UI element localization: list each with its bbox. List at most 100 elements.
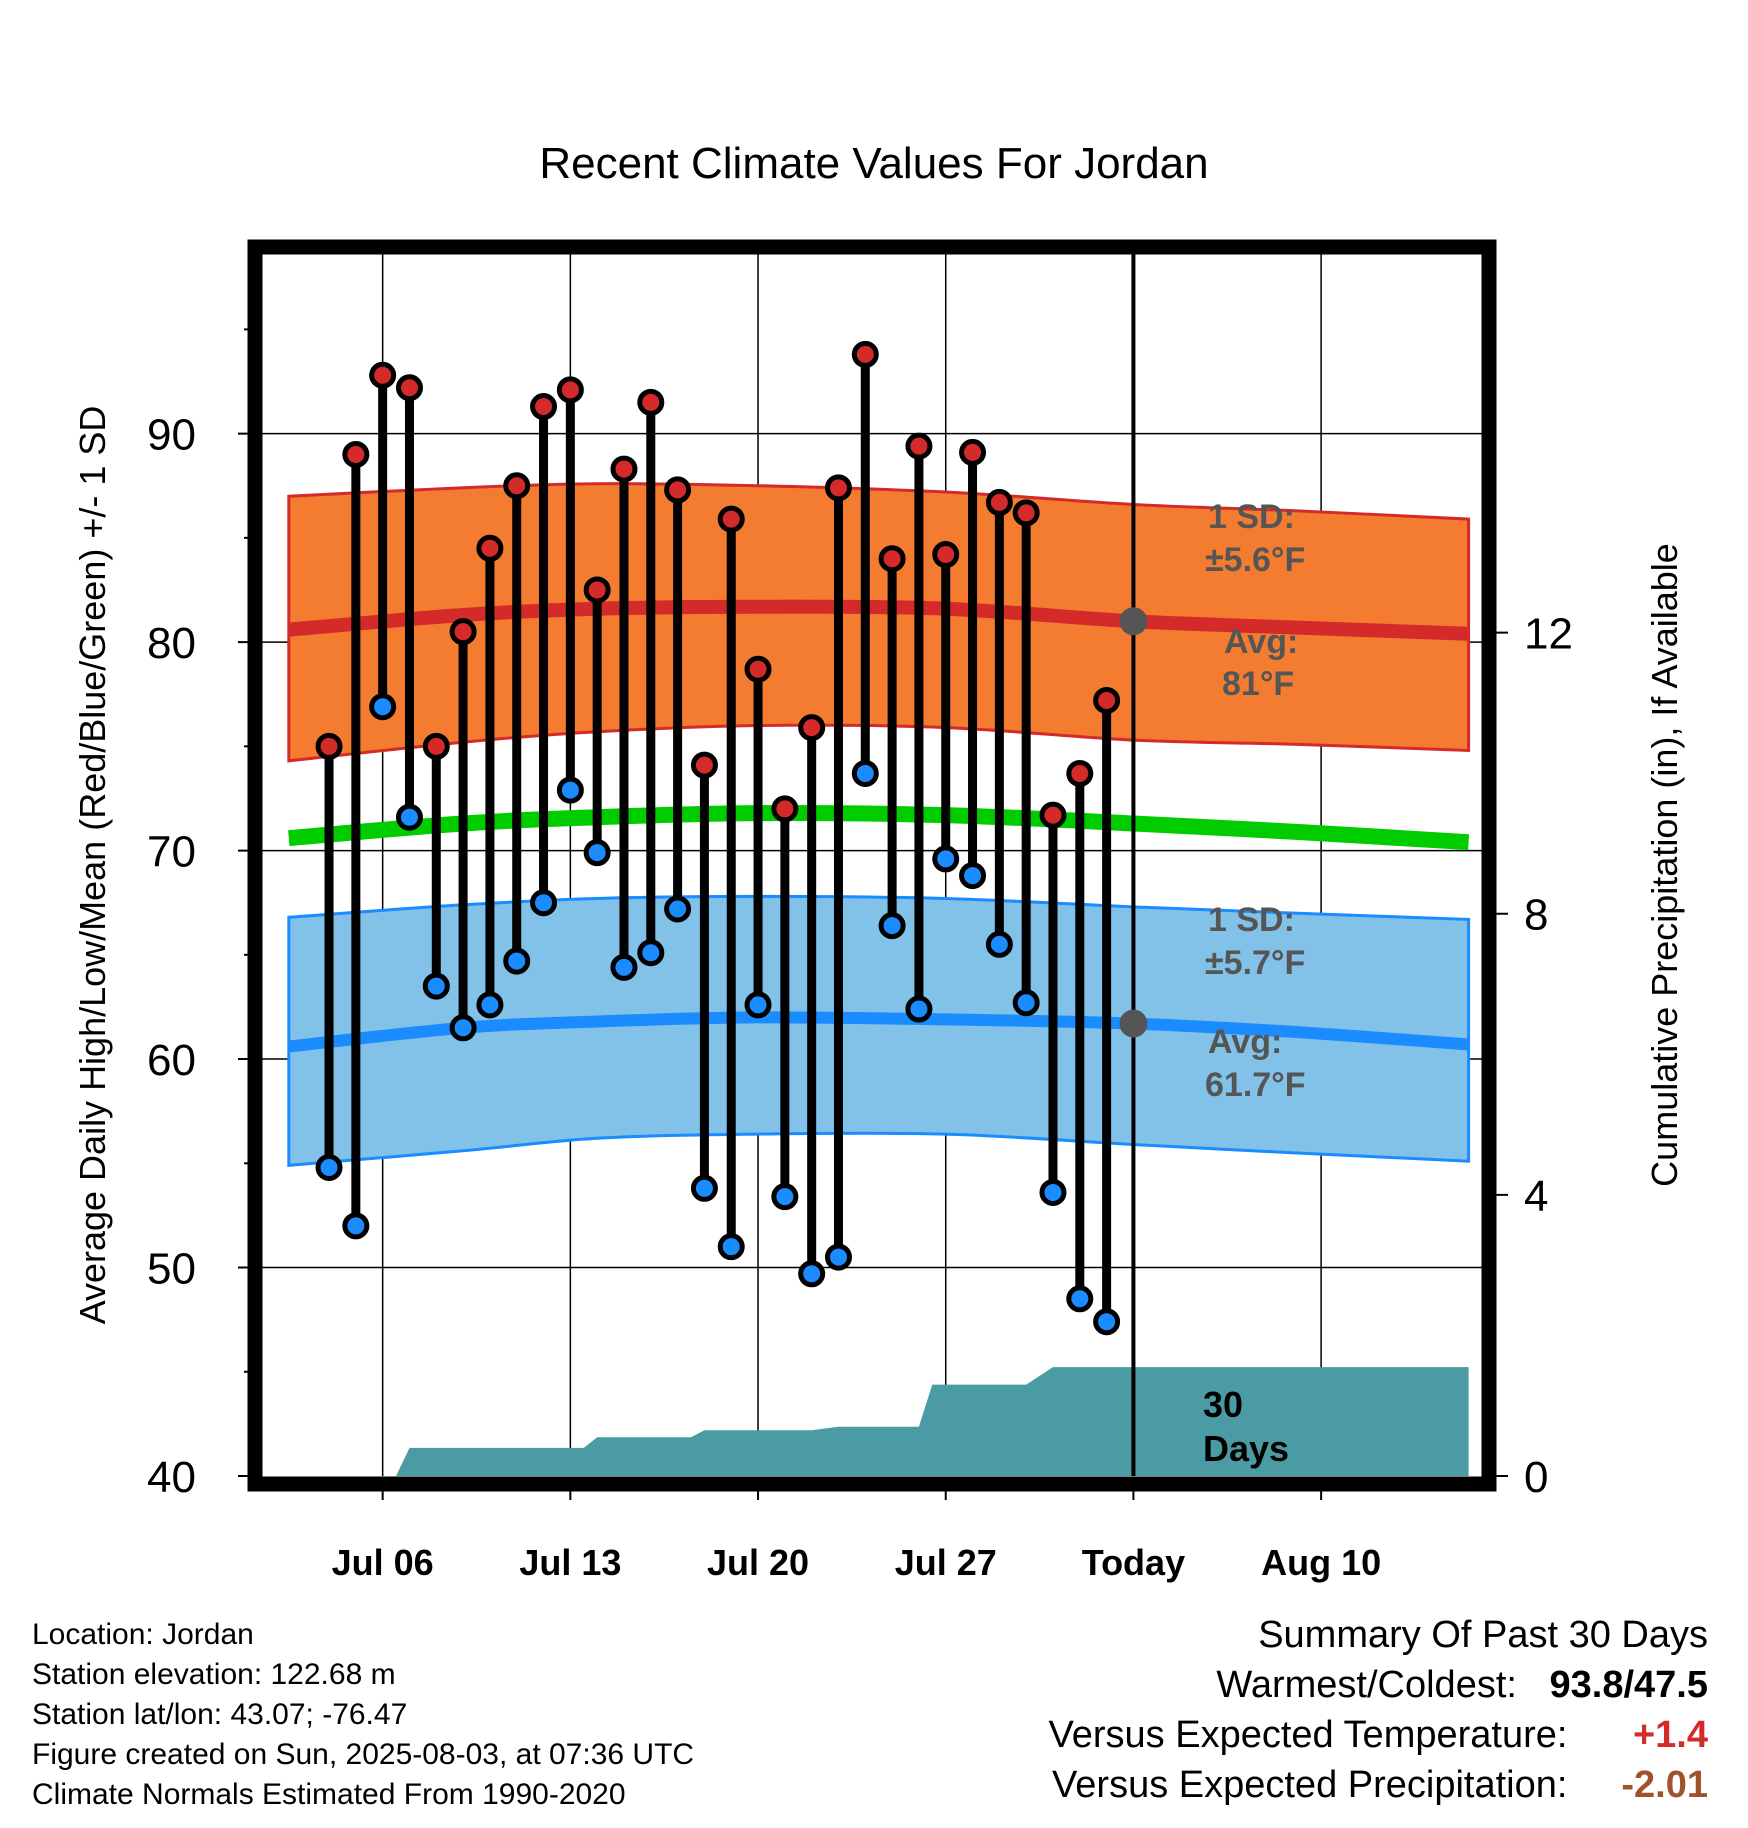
- daily-high-point: [1012, 499, 1040, 527]
- climate-chart: Recent Climate Values For Jordan 1 SD: ±5…: [72, 139, 1685, 1600]
- precip-row: Versus Expected Precipitation: -2.01: [1049, 1760, 1708, 1810]
- daily-high-point: [664, 476, 692, 504]
- daily-high-point: [744, 655, 772, 683]
- today-high-avg-marker: [1119, 607, 1148, 636]
- x-tick-label: Today: [1082, 1542, 1185, 1583]
- daily-high-point: [985, 488, 1013, 516]
- daily-high-point: [798, 714, 826, 742]
- daily-low-point: [905, 995, 933, 1023]
- daily-low-point: [369, 693, 397, 721]
- warm-cold-value: 93.8/47.5: [1549, 1664, 1708, 1706]
- daily-low-point: [878, 912, 906, 940]
- daily-low-point: [503, 947, 531, 975]
- daily-high-point: [771, 795, 799, 823]
- daily-low-point: [637, 939, 665, 967]
- daily-high-point: [476, 534, 504, 562]
- y-right-tick-label: 12: [1524, 610, 1573, 659]
- low-avg-value: 61.7°F: [1205, 1066, 1306, 1104]
- latlon-text: Station lat/lon: 43.07; -76.47: [32, 1698, 408, 1731]
- y-left-tick-label: 90: [147, 411, 196, 460]
- daily-low-point: [717, 1233, 745, 1261]
- daily-high-point: [556, 376, 584, 404]
- daily-low-point: [1066, 1285, 1094, 1313]
- y-left-tick-label: 40: [147, 1453, 196, 1502]
- x-axis-label: Day: [842, 1592, 906, 1600]
- temp-row: Versus Expected Temperature: +1.4: [1049, 1710, 1708, 1760]
- low-sd-band: [287, 894, 1471, 1168]
- daily-low-point: [530, 889, 558, 917]
- daily-low-point: [744, 991, 772, 1019]
- daily-low-point: [583, 839, 611, 867]
- station-metadata: Location: Jordan Station elevation: 122.…: [32, 1615, 694, 1815]
- precipitation-area: [288, 1367, 1469, 1476]
- daily-low-point: [851, 759, 879, 787]
- y-left-axis-label: Average Daily High/Low/Mean (Red/Blue/Gr…: [72, 406, 113, 1325]
- window-label-days: Days: [1203, 1428, 1289, 1469]
- daily-high-point: [530, 393, 558, 421]
- chart-title: Recent Climate Values For Jordan: [539, 139, 1208, 188]
- y-left-tick-label: 50: [147, 1245, 196, 1294]
- plot-frame: [247, 239, 1497, 1492]
- precip-label: Versus Expected Precipitation:: [1052, 1764, 1568, 1806]
- normal-mean-line: [288, 804, 1470, 851]
- x-tick-label: Jul 13: [519, 1542, 621, 1583]
- daily-low-point: [422, 972, 450, 1000]
- daily-low-point: [449, 1014, 477, 1042]
- daily-high-point: [824, 474, 852, 502]
- daily-low-point: [664, 895, 692, 923]
- location-text: Location: Jordan: [32, 1618, 254, 1651]
- daily-low-point: [476, 991, 504, 1019]
- x-tick-label: Jul 06: [332, 1542, 434, 1583]
- daily-high-point: [583, 576, 611, 604]
- temp-label: Versus Expected Temperature:: [1048, 1714, 1568, 1756]
- daily-low-point: [395, 803, 423, 831]
- daily-high-point: [932, 541, 960, 569]
- y-right-tick-label: 4: [1524, 1172, 1548, 1221]
- low-avg-label: Avg:: [1208, 1023, 1282, 1061]
- daily-high-point: [851, 340, 879, 368]
- daily-high-point: [315, 732, 343, 760]
- high-avg-label: Avg:: [1224, 623, 1298, 661]
- daily-low-point: [798, 1260, 826, 1288]
- y-left-tick-label: 70: [147, 828, 196, 877]
- y-right-tick-label: 8: [1524, 891, 1548, 940]
- high-sd-value: ±5.6°F: [1205, 541, 1305, 579]
- daily-high-point: [959, 438, 987, 466]
- window-label-count: 30: [1203, 1384, 1243, 1425]
- x-tick-label: Aug 10: [1261, 1542, 1381, 1583]
- y-left-tick-label: 80: [147, 619, 196, 668]
- high-avg-value: 81°F: [1222, 665, 1294, 703]
- daily-high-point: [503, 472, 531, 500]
- daily-high-point: [1066, 759, 1094, 787]
- daily-low-point: [556, 776, 584, 804]
- precip-value: -2.01: [1621, 1764, 1708, 1806]
- daily-high-point: [1093, 686, 1121, 714]
- daily-high-point: [690, 751, 718, 779]
- daily-high-point: [610, 455, 638, 483]
- daily-low-point: [824, 1243, 852, 1271]
- daily-high-point: [422, 732, 450, 760]
- daily-low-point: [1012, 989, 1040, 1017]
- warm-cold-label: Warmest/Coldest:: [1216, 1664, 1517, 1706]
- warm-cold-row: Warmest/Coldest: 93.8/47.5: [1049, 1660, 1708, 1710]
- daily-high-point: [369, 361, 397, 389]
- daily-low-point: [690, 1174, 718, 1202]
- low-sd-value: ±5.7°F: [1205, 944, 1305, 982]
- high-sd-label: 1 SD:: [1208, 498, 1295, 536]
- daily-low-point: [1093, 1308, 1121, 1336]
- daily-low-point: [959, 862, 987, 890]
- daily-low-point: [315, 1153, 343, 1181]
- daily-high-point: [342, 440, 370, 468]
- y-right-tick-label: 0: [1524, 1453, 1548, 1502]
- daily-high-point: [878, 545, 906, 573]
- daily-high-point: [905, 432, 933, 460]
- daily-low-point: [932, 845, 960, 873]
- plot-area: 1 SD: ±5.6°F Avg: 81°F 1 SD: ±5.7°F Avg: 61.7°F…: [72, 239, 1685, 1583]
- x-tick-label: Jul 27: [895, 1542, 997, 1583]
- summary-panel: Summary Of Past 30 Days Warmest/Coldest:…: [1049, 1610, 1708, 1810]
- daily-low-point: [610, 953, 638, 981]
- daily-high-point: [395, 374, 423, 402]
- daily-low-point: [771, 1183, 799, 1211]
- low-sd-label: 1 SD:: [1208, 901, 1295, 939]
- y-left-tick-label: 60: [147, 1036, 196, 1085]
